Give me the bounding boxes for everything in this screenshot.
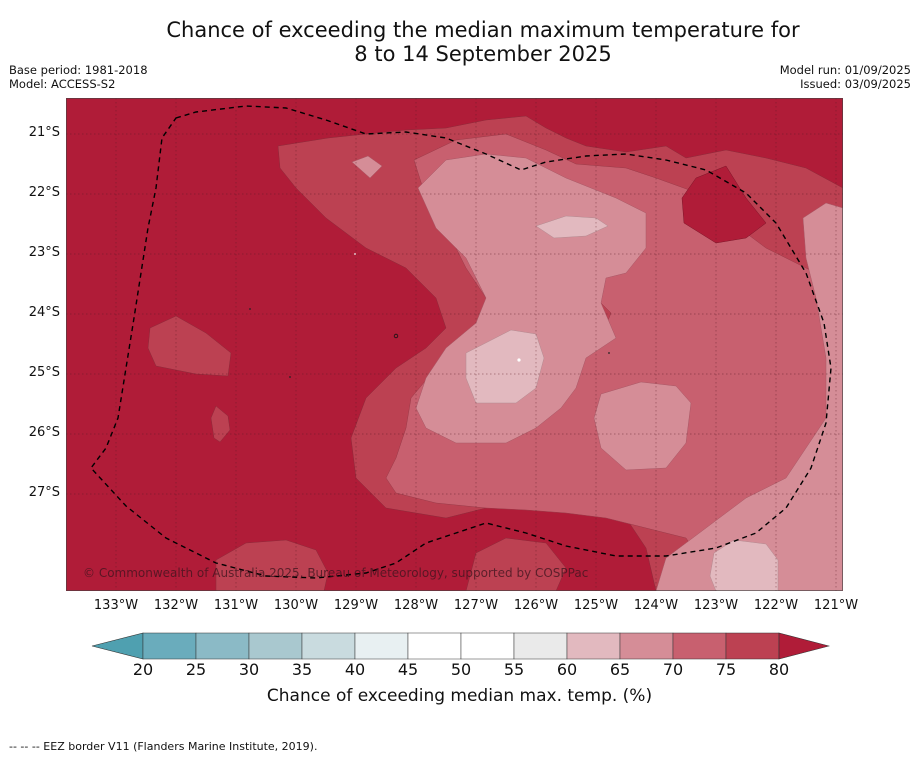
island (354, 253, 356, 255)
colorbar-segment (301, 632, 356, 660)
region-60-top (535, 215, 609, 239)
longitude-label: 132°W (153, 598, 199, 613)
colorbar-segment (725, 632, 780, 660)
region-75-bottom2 (465, 537, 567, 591)
colorbar-tick-label: 60 (556, 660, 578, 679)
region-75-bottom (215, 539, 329, 591)
region-65-tiny (351, 155, 383, 179)
colorbar-tick-label: 65 (609, 660, 631, 679)
latitude-label: 26°S (28, 425, 60, 440)
colorbar-tick-label: 55 (503, 660, 525, 679)
eez-border (90, 105, 832, 579)
longitude-label: 129°W (333, 598, 379, 613)
map-title: Chance of exceeding the median maximum t… (0, 18, 919, 66)
latitude-label: 25°S (28, 365, 60, 380)
colorbar-label: Chance of exceeding median max. temp. (%… (266, 686, 653, 706)
title-line-1: Chance of exceeding the median maximum t… (166, 18, 800, 42)
region-60-center (465, 329, 545, 404)
longitude-label: 125°W (573, 598, 619, 613)
colorbar-tick-label: 30 (238, 660, 260, 679)
colorbar (90, 630, 831, 662)
copyright-notice: © Commonwealth of Australia 2025, Bureau… (83, 566, 589, 580)
longitude-label: 127°W (453, 598, 499, 613)
colorbar-tick-label: 25 (185, 660, 207, 679)
colorbar-segment (142, 632, 197, 660)
map-panel (66, 98, 843, 591)
model-name: Model: ACCESS-S2 (9, 77, 116, 91)
colorbar-segment (513, 632, 568, 660)
island (608, 352, 610, 354)
colorbar-segment (248, 632, 303, 660)
colorbar-segment (195, 632, 250, 660)
map-svg (66, 98, 843, 591)
colorbar-under-arrow (91, 632, 144, 660)
colorbar-tick-label: 80 (768, 660, 790, 679)
island (289, 376, 291, 378)
latitude-label: 23°S (28, 245, 60, 260)
title-line-2: 8 to 14 September 2025 (354, 42, 612, 66)
latitude-label: 21°S (28, 125, 60, 140)
longitude-label: 130°W (273, 598, 319, 613)
colorbar-tick-label: 40 (344, 660, 366, 679)
longitude-label: 133°W (93, 598, 139, 613)
colorbar-segment (407, 632, 462, 660)
longitude-label: 124°W (633, 598, 679, 613)
colorbar-segment (354, 632, 409, 660)
colorbar-tick-label: 35 (291, 660, 313, 679)
colorbar-segment (672, 632, 727, 660)
meta-left: Base period: 1981-2018 Model: ACCESS-S2 (9, 63, 148, 91)
region-60-bottom-right (709, 539, 779, 591)
colorbar-tick-label: 50 (450, 660, 472, 679)
model-run: Model run: 01/09/2025 (779, 63, 911, 77)
region-65-mid (593, 381, 692, 471)
base-period: Base period: 1981-2018 (9, 63, 148, 77)
region-80-pocket (681, 165, 767, 244)
longitude-label: 128°W (393, 598, 439, 613)
colorbar-segment (619, 632, 674, 660)
colorbar-over-arrow (778, 632, 831, 660)
issued-date: Issued: 03/09/2025 (800, 77, 911, 91)
colorbar-tick-label: 20 (132, 660, 154, 679)
region-65-right (655, 202, 843, 591)
longitude-label: 131°W (213, 598, 259, 613)
graticule (66, 98, 843, 591)
colorbar-svg (91, 632, 831, 660)
longitude-label: 126°W (513, 598, 559, 613)
colorbar-tick-label: 70 (662, 660, 684, 679)
region-75-small (210, 405, 231, 443)
longitude-label: 123°W (693, 598, 739, 613)
latitude-label: 27°S (28, 485, 60, 500)
island (393, 333, 399, 339)
colorbar-tick-label: 75 (715, 660, 737, 679)
island (249, 308, 251, 310)
region-75-left (147, 315, 232, 377)
colorbar-segment (566, 632, 621, 660)
colorbar-segment (460, 632, 515, 660)
colorbar-tick-label: 45 (397, 660, 419, 679)
latitude-label: 24°S (28, 305, 60, 320)
meta-right: Model run: 01/09/2025 Issued: 03/09/2025 (780, 63, 911, 91)
latitude-label: 22°S (28, 185, 60, 200)
longitude-label: 122°W (753, 598, 799, 613)
footnote: -- -- -- EEZ border V11 (Flanders Marine… (9, 740, 318, 753)
longitude-label: 121°W (813, 598, 859, 613)
island (517, 358, 521, 362)
